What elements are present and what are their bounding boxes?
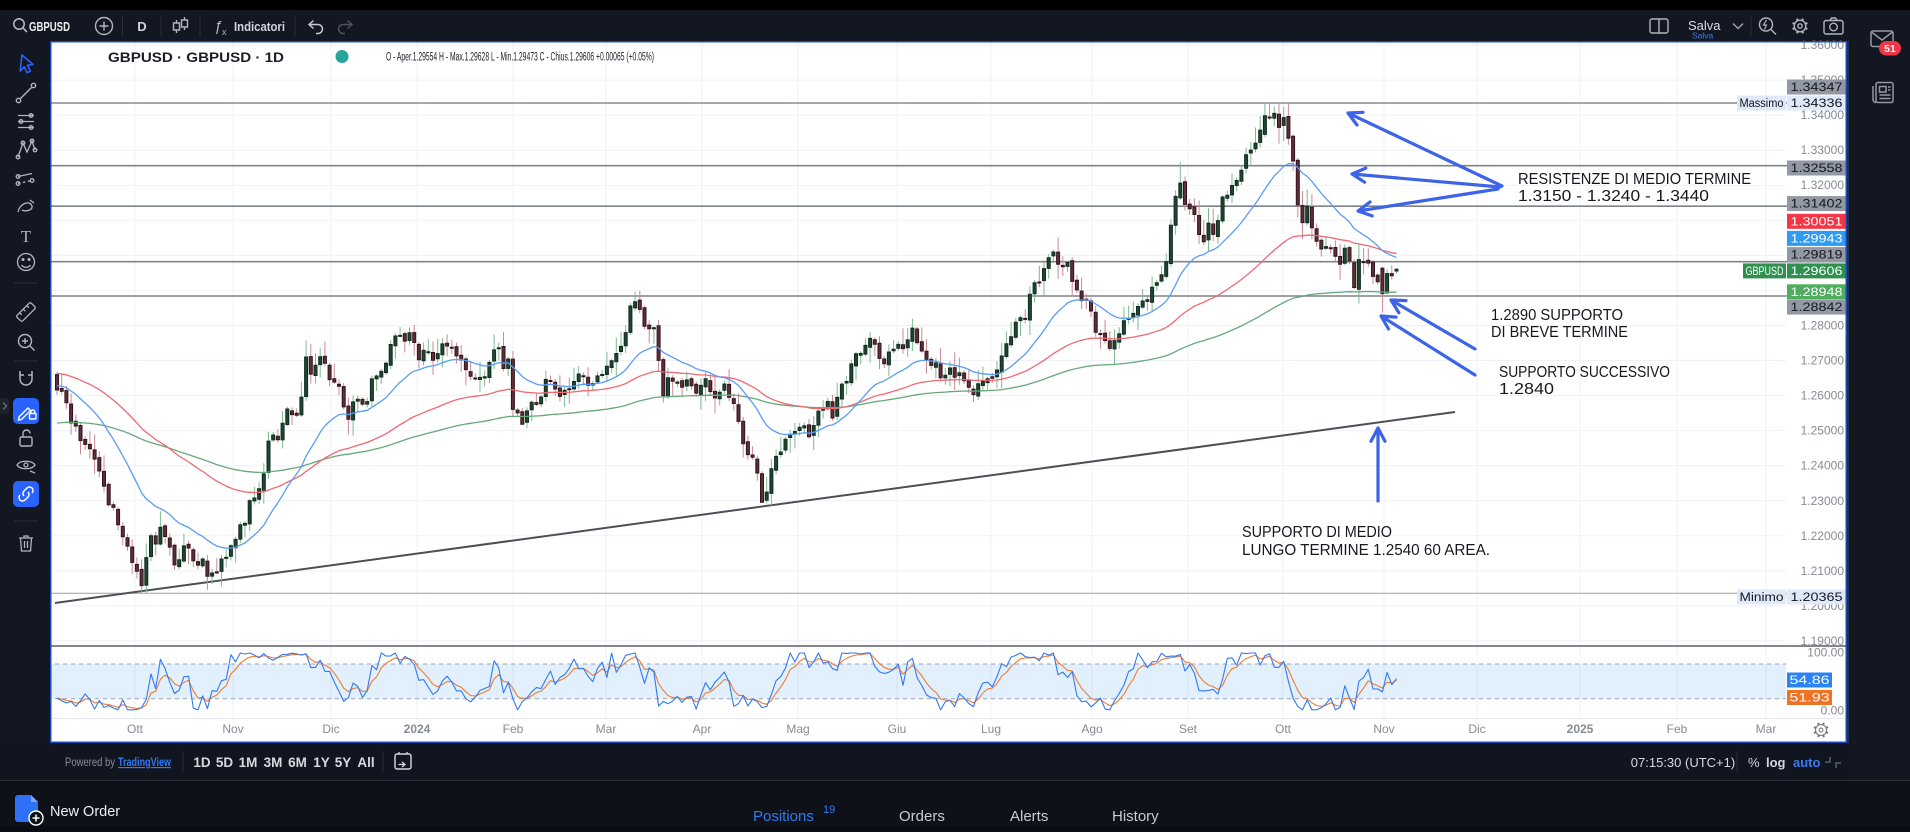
svg-text:x: x [222,27,227,37]
svg-text:GBPUSD · GBPUSD · 1D: GBPUSD · GBPUSD · 1D [108,50,284,65]
svg-text:Alerts: Alerts [1010,808,1048,825]
svg-text:1.26000: 1.26000 [1801,389,1845,403]
svg-text:1.30051: 1.30051 [1791,216,1843,228]
svg-text:1.31402: 1.31402 [1791,199,1843,211]
svg-text:1.27000: 1.27000 [1801,354,1845,368]
svg-text:Mag: Mag [786,722,809,736]
svg-text:Minimo: Minimo [1740,592,1784,604]
svg-text:1.24000: 1.24000 [1801,459,1845,473]
svg-text:Giu: Giu [888,722,907,736]
svg-text:5Y: 5Y [335,755,352,770]
svg-text:19: 19 [823,804,835,816]
svg-text:2025: 2025 [1567,722,1594,736]
svg-text:1.29606: 1.29606 [1791,266,1843,278]
svg-text:1.2890 SUPPORTO: 1.2890 SUPPORTO [1491,307,1623,324]
svg-text:Nov: Nov [1373,722,1394,736]
svg-text:1.22000: 1.22000 [1801,529,1845,543]
svg-text:1.23000: 1.23000 [1801,494,1845,508]
svg-text:Apr: Apr [693,722,712,736]
svg-text:TradingView: TradingView [118,757,171,769]
svg-text:log: log [1766,755,1786,770]
svg-text:1.32000: 1.32000 [1801,178,1845,192]
svg-text:T: T [21,227,32,246]
svg-text:Ott: Ott [1275,722,1292,736]
svg-text:Salva: Salva [1692,31,1714,41]
svg-text:GBPUSD: GBPUSD [29,19,70,34]
svg-text:All: All [357,755,374,770]
svg-text:3M: 3M [264,755,283,770]
svg-text:Massimo: Massimo [1740,98,1784,110]
svg-text:54.86: 54.86 [1790,675,1830,687]
svg-text:51.93: 51.93 [1790,693,1830,705]
svg-text:DI BREVE TERMINE: DI BREVE TERMINE [1491,324,1628,341]
svg-text:51: 51 [1884,43,1896,55]
svg-text:Orders: Orders [899,808,945,825]
svg-text:Dic: Dic [322,722,339,736]
svg-text:1.29819: 1.29819 [1791,250,1843,262]
svg-text:6M: 6M [288,755,307,770]
svg-text:Positions: Positions [753,808,814,825]
svg-text:SUPPORTO DI MEDIO: SUPPORTO DI MEDIO [1242,524,1392,541]
svg-text:Dic: Dic [1468,722,1485,736]
svg-text:1.21000: 1.21000 [1801,564,1845,578]
svg-text:1.34347: 1.34347 [1791,82,1843,94]
svg-text:1.32558: 1.32558 [1791,163,1843,175]
svg-text:1.3150 - 1.3240 - 1.3440: 1.3150 - 1.3240 - 1.3440 [1518,188,1709,205]
svg-text:1.34336: 1.34336 [1791,98,1843,110]
svg-text:Lug: Lug [981,722,1001,736]
svg-text:New Order: New Order [50,804,120,820]
svg-text:RESISTENZE DI MEDIO TERMINE: RESISTENZE DI MEDIO TERMINE [1518,171,1751,188]
svg-text:Mar: Mar [596,722,617,736]
svg-text:History: History [1112,808,1159,825]
svg-text:1.29943: 1.29943 [1791,233,1843,245]
svg-text:1.25000: 1.25000 [1801,424,1845,438]
svg-text:100.00: 100.00 [1807,645,1844,659]
svg-text:Set: Set [1179,722,1198,736]
svg-text:LUNGO TERMINE 1.2540 60 AREA.: LUNGO TERMINE 1.2540 60 AREA. [1242,542,1490,559]
svg-text:Salva: Salva [1688,18,1721,33]
svg-text:07:15:30 (UTC+1): 07:15:30 (UTC+1) [1631,755,1735,770]
svg-text:%: % [1748,755,1760,770]
svg-text:1.19000: 1.19000 [1801,634,1845,648]
svg-text:Mar: Mar [1756,722,1777,736]
svg-text:D: D [137,19,146,34]
svg-text:1M: 1M [239,755,258,770]
svg-text:Ago: Ago [1081,722,1103,736]
svg-text:1Y: 1Y [313,755,330,770]
svg-text:1.33000: 1.33000 [1801,143,1845,157]
svg-text:Powered by: Powered by [65,757,115,769]
svg-text:Ott: Ott [127,722,144,736]
svg-text:1.28000: 1.28000 [1801,319,1845,333]
svg-text:auto: auto [1793,755,1821,770]
svg-text:1D: 1D [193,755,211,770]
svg-text:1.28842: 1.28842 [1791,302,1843,314]
svg-text:2024: 2024 [404,722,431,736]
svg-text:1.34000: 1.34000 [1801,108,1845,122]
svg-text:GBPUSD: GBPUSD [1746,266,1784,278]
svg-text:O - Aper.1.29554 H - Max.1.29: O - Aper.1.29554 H - Max.1.29628 L - Min… [386,52,654,64]
svg-text:Indicatori: Indicatori [234,19,285,34]
svg-text:5D: 5D [216,755,234,770]
svg-text:1.2840: 1.2840 [1499,381,1554,398]
svg-text:Feb: Feb [503,722,524,736]
svg-text:1.28948: 1.28948 [1791,287,1843,299]
svg-text:1.20365: 1.20365 [1791,592,1843,604]
svg-text:Feb: Feb [1667,722,1688,736]
svg-text:Nov: Nov [222,722,243,736]
svg-text:ƒ: ƒ [214,18,222,35]
svg-text:0.00: 0.00 [1821,703,1845,717]
svg-text:SUPPORTO SUCCESSIVO: SUPPORTO SUCCESSIVO [1499,364,1670,381]
